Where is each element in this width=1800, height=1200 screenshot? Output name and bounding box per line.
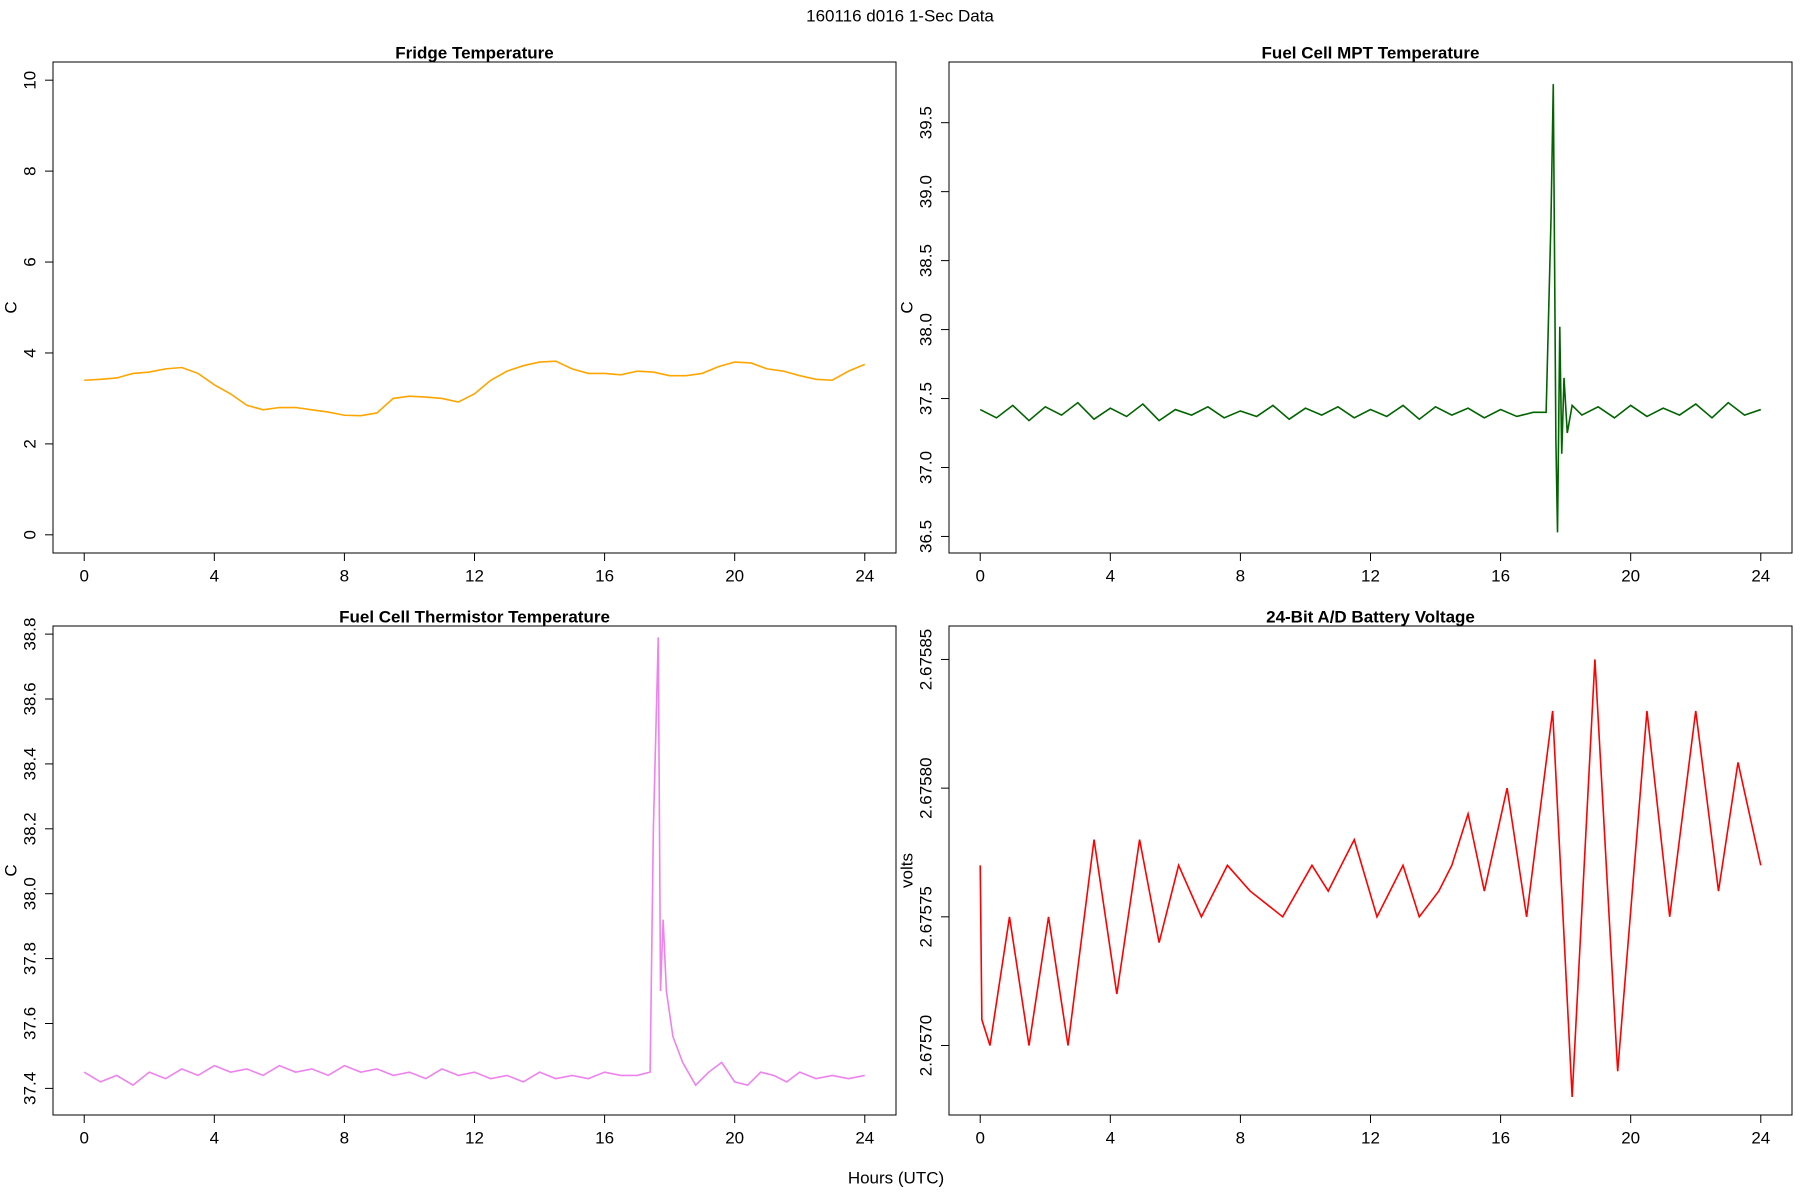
x-tick-label: 4 [210, 566, 219, 585]
x-tick-label: 0 [79, 566, 88, 585]
y-axis-label: C [1, 864, 20, 876]
data-line [83, 637, 865, 1087]
x-tick-label: 16 [1491, 1128, 1510, 1147]
plot-frame [52, 625, 897, 1116]
y-tick-label: 2 [20, 439, 39, 448]
x-tick-label: 24 [1751, 566, 1770, 585]
x-tick-label: 8 [1236, 566, 1245, 585]
x-tick-label: 4 [1106, 1128, 1115, 1147]
y-tick-label: 4 [20, 348, 39, 357]
x-tick-label: 16 [595, 566, 614, 585]
panel-title: Fuel Cell Thermistor Temperature [339, 607, 610, 626]
y-tick-label: 38.6 [20, 682, 39, 715]
y-tick-label: 39.5 [916, 106, 935, 139]
x-tick-label: 20 [1621, 1128, 1640, 1147]
data-line [979, 84, 1762, 533]
x-tick-label: 20 [1621, 566, 1640, 585]
y-tick-label: 6 [20, 257, 39, 266]
x-tick-label: 16 [1491, 566, 1510, 585]
plot-frame [948, 61, 1793, 554]
y-tick-label: 2.67570 [916, 1015, 935, 1076]
y-tick-label: 2.67585 [916, 629, 935, 690]
x-tick-label: 24 [1751, 1128, 1770, 1147]
panel-title: Fridge Temperature [395, 43, 553, 62]
plot-frame [52, 61, 897, 554]
x-tick-label: 4 [210, 1128, 219, 1147]
x-tick-label: 20 [725, 1128, 744, 1147]
y-axis-label: C [897, 301, 916, 313]
y-axis-label: volts [897, 853, 916, 888]
y-tick-label: 37.0 [916, 451, 935, 484]
y-tick-label: 38.2 [20, 812, 39, 845]
y-tick-label: 37.4 [20, 1072, 39, 1105]
y-tick-label: 37.5 [916, 382, 935, 415]
x-tick-label: 8 [1236, 1128, 1245, 1147]
panel-title: Fuel Cell MPT Temperature [1262, 43, 1480, 62]
y-tick-label: 0 [20, 530, 39, 539]
x-tick-label: 12 [465, 1128, 484, 1147]
y-tick-label: 37.8 [20, 942, 39, 975]
y-tick-label: 39.0 [916, 175, 935, 208]
y-tick-label: 38.0 [20, 877, 39, 910]
x-tick-label: 12 [1361, 1128, 1380, 1147]
y-tick-label: 8 [20, 166, 39, 175]
x-tick-label: 0 [975, 566, 984, 585]
x-tick-label: 12 [465, 566, 484, 585]
page-title: 160116 d016 1-Sec Data [806, 6, 994, 25]
x-tick-label: 12 [1361, 566, 1380, 585]
data-line [84, 360, 866, 417]
x-tick-label: 0 [975, 1128, 984, 1147]
x-tick-label: 8 [340, 1128, 349, 1147]
y-axis-label: C [1, 301, 20, 313]
plot-frame [948, 625, 1793, 1116]
y-tick-label: 36.5 [916, 520, 935, 553]
y-tick-label: 37.6 [20, 1007, 39, 1040]
x-tick-label: 24 [855, 566, 874, 585]
y-tick-label: 2.67580 [916, 757, 935, 818]
y-tick-label: 2.67575 [916, 886, 935, 947]
x-tick-label: 20 [725, 566, 744, 585]
x-tick-label: 24 [855, 1128, 874, 1147]
data-line [979, 659, 1762, 1098]
y-tick-label: 38.0 [916, 313, 935, 346]
y-tick-label: 38.4 [20, 747, 39, 780]
y-tick-label: 38.8 [20, 618, 39, 651]
x-tick-label: 16 [595, 1128, 614, 1147]
y-tick-label: 38.5 [916, 244, 935, 277]
x-tick-label: 0 [79, 1128, 88, 1147]
x-tick-label: 8 [340, 566, 349, 585]
x-axis-label: Hours (UTC) [848, 1168, 944, 1187]
x-tick-label: 4 [1106, 566, 1115, 585]
y-tick-label: 10 [20, 71, 39, 90]
panel-title: 24-Bit A/D Battery Voltage [1266, 607, 1475, 626]
